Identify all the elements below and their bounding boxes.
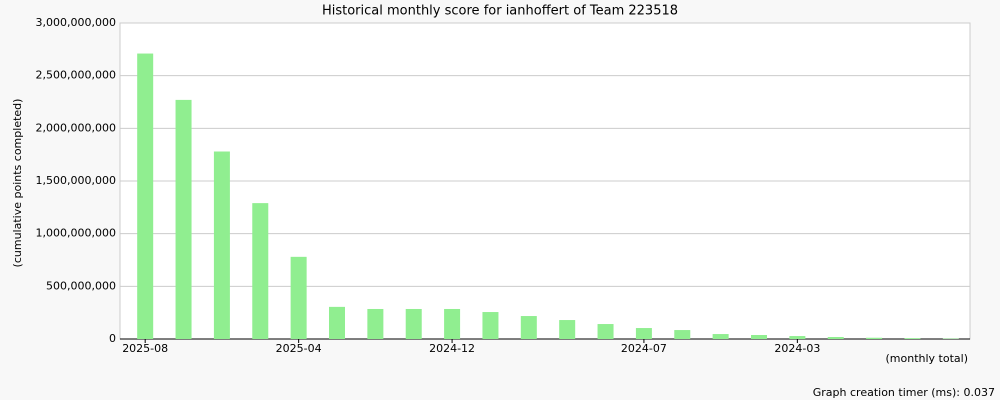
- bar: [674, 330, 691, 339]
- x-tick-label: 2024-03: [774, 342, 820, 355]
- bar: [290, 256, 307, 339]
- bar: [904, 338, 921, 339]
- chart-title: Historical monthly score for ianhoffert …: [322, 4, 678, 19]
- x-tick-label: 2024-07: [621, 342, 667, 355]
- bar: [213, 151, 230, 339]
- bar: [444, 308, 461, 339]
- bar: [712, 334, 729, 339]
- y-axis-label: (cumulative points completed): [11, 99, 24, 268]
- bar: [175, 99, 192, 339]
- y-tick-label: 500,000,000: [46, 279, 116, 292]
- y-tick-label: 1,000,000,000: [36, 227, 116, 240]
- bar: [405, 308, 422, 339]
- bar: [866, 337, 883, 339]
- footer: Graph creation timer (ms): 0.037: [813, 386, 995, 399]
- y-tick-label: 2,000,000,000: [36, 121, 116, 134]
- x-tick-label: 2024-12: [429, 342, 475, 355]
- x-tick-label: 2025-04: [276, 342, 322, 355]
- bar: [482, 312, 499, 339]
- bar: [597, 324, 614, 339]
- bar: [329, 306, 345, 339]
- bar: [751, 334, 767, 339]
- bar: [367, 308, 384, 339]
- y-tick-label: 3,000,000,000: [36, 16, 116, 29]
- bar: [635, 328, 652, 339]
- y-tick-label: 2,500,000,000: [36, 69, 116, 82]
- bar: [252, 203, 269, 339]
- bar: [559, 320, 576, 339]
- x-note: (monthly total): [886, 352, 969, 365]
- y-tick-label: 0: [109, 332, 116, 345]
- x-tick-label: 2025-08: [122, 342, 168, 355]
- bar: [789, 336, 806, 339]
- bar: [827, 336, 844, 339]
- bar: [520, 316, 537, 339]
- y-tick-label: 1,500,000,000: [36, 174, 116, 187]
- bar: [137, 53, 154, 340]
